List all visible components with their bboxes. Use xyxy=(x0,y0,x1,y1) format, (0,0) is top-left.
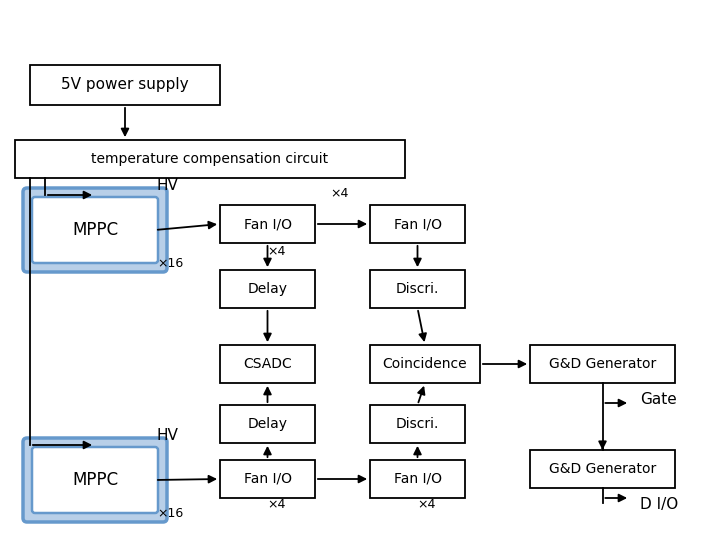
Text: Fan I/O: Fan I/O xyxy=(394,472,441,486)
Text: Fan I/O: Fan I/O xyxy=(243,217,292,231)
Bar xyxy=(220,345,315,383)
Text: MPPC: MPPC xyxy=(72,471,118,489)
Text: Delay: Delay xyxy=(248,417,287,431)
Bar xyxy=(370,460,465,498)
Bar xyxy=(370,405,465,443)
Text: ×4: ×4 xyxy=(267,498,285,511)
Bar xyxy=(370,270,465,308)
FancyBboxPatch shape xyxy=(23,188,167,272)
Text: temperature compensation circuit: temperature compensation circuit xyxy=(91,152,328,166)
Bar xyxy=(15,140,405,178)
FancyBboxPatch shape xyxy=(32,447,158,513)
Text: Fan I/O: Fan I/O xyxy=(243,472,292,486)
Text: Coincidence: Coincidence xyxy=(383,357,467,371)
Text: G&D Generator: G&D Generator xyxy=(549,357,656,371)
Bar xyxy=(530,450,675,488)
Text: Delay: Delay xyxy=(248,282,287,296)
Bar xyxy=(30,65,220,105)
Text: MPPC: MPPC xyxy=(72,221,118,239)
Text: Discri.: Discri. xyxy=(396,282,439,296)
Text: Fan I/O: Fan I/O xyxy=(394,217,441,231)
Text: D I/O: D I/O xyxy=(640,497,678,512)
Text: ×16: ×16 xyxy=(157,507,184,520)
Text: G&D Generator: G&D Generator xyxy=(549,462,656,476)
Bar xyxy=(370,205,465,243)
Text: CSADC: CSADC xyxy=(243,357,292,371)
Bar xyxy=(220,205,315,243)
Text: ×4: ×4 xyxy=(330,187,348,200)
Text: ×4: ×4 xyxy=(267,245,285,258)
Text: HV: HV xyxy=(157,178,179,193)
FancyBboxPatch shape xyxy=(32,197,158,263)
Text: ×16: ×16 xyxy=(157,257,184,270)
Bar xyxy=(370,345,480,383)
Text: Gate: Gate xyxy=(640,393,677,408)
Text: ×4: ×4 xyxy=(417,498,436,511)
Bar xyxy=(220,405,315,443)
Bar xyxy=(220,460,315,498)
Bar xyxy=(220,270,315,308)
Text: 5V power supply: 5V power supply xyxy=(61,78,189,92)
Text: HV: HV xyxy=(157,428,179,443)
FancyBboxPatch shape xyxy=(23,438,167,522)
Bar xyxy=(530,345,675,383)
Text: Discri.: Discri. xyxy=(396,417,439,431)
